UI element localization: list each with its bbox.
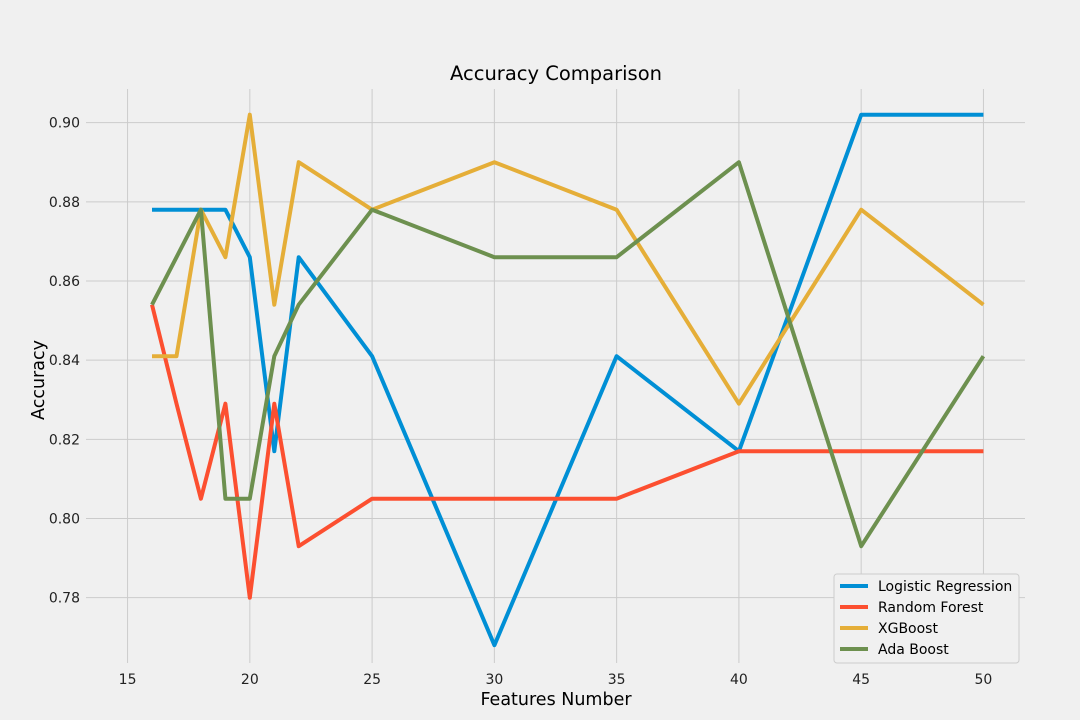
y-tick-labels: 0.78 0.80 0.82 0.84 0.86 0.88 0.90 bbox=[49, 116, 80, 607]
legend-label: Logistic Regression bbox=[878, 579, 1012, 595]
y-axis-title: Accuracy bbox=[29, 340, 49, 420]
x-tick-label: 15 bbox=[119, 672, 137, 688]
y-tick-label: 0.84 bbox=[49, 353, 80, 369]
legend-label: Ada Boost bbox=[878, 642, 949, 658]
y-tick-label: 0.86 bbox=[49, 274, 80, 290]
x-tick-label: 30 bbox=[485, 672, 503, 688]
x-tick-label: 40 bbox=[730, 672, 748, 688]
y-tick-label: 0.80 bbox=[49, 512, 80, 528]
y-tick-label: 0.90 bbox=[49, 116, 80, 132]
series-line-ada-boost bbox=[150, 160, 986, 549]
x-tick-label: 50 bbox=[975, 672, 993, 688]
x-tick-label: 25 bbox=[363, 672, 381, 688]
series-line-random-forest bbox=[150, 304, 984, 600]
x-axis-title: Features Number bbox=[480, 690, 632, 710]
y-tick-label: 0.78 bbox=[49, 591, 80, 607]
x-tick-label: 45 bbox=[852, 672, 870, 688]
y-tick-label: 0.88 bbox=[49, 195, 80, 211]
legend-label: XGBoost bbox=[878, 621, 938, 637]
grid-lines bbox=[86, 89, 1025, 663]
x-tick-labels: 15 20 25 30 35 40 45 50 bbox=[119, 672, 993, 688]
x-tick-label: 35 bbox=[608, 672, 626, 688]
y-tick-label: 0.82 bbox=[49, 432, 80, 448]
chart-title: Accuracy Comparison bbox=[450, 62, 662, 85]
x-tick-label: 20 bbox=[241, 672, 259, 688]
legend-label: Random Forest bbox=[878, 600, 984, 616]
legend: Logistic Regression Random Forest XGBoost A… bbox=[833, 573, 1020, 664]
series-lines bbox=[150, 112, 986, 648]
legend-frame bbox=[833, 573, 1020, 664]
